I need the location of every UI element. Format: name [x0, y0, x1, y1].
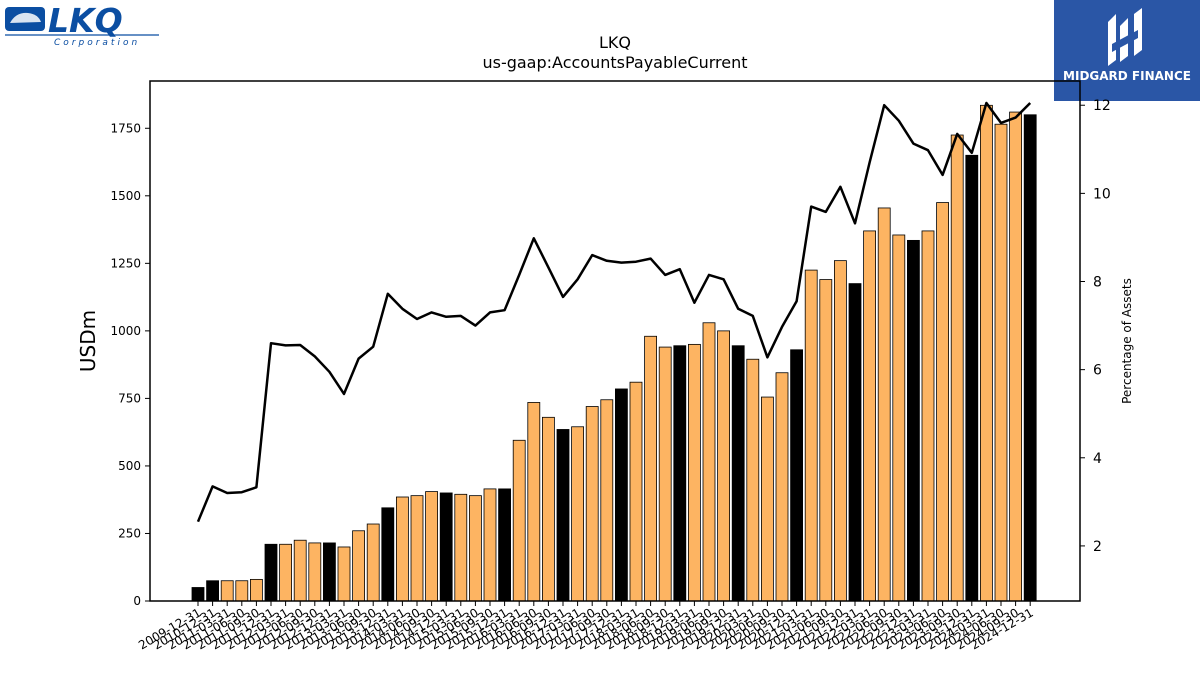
- bar: [819, 279, 833, 602]
- bar: [746, 358, 760, 602]
- bar: [980, 104, 993, 602]
- bar: [293, 539, 307, 602]
- bar: [279, 543, 293, 602]
- y2-tick-label: 6: [1093, 363, 1102, 379]
- bar: [249, 578, 263, 602]
- bar: [439, 492, 453, 602]
- y-tick-label: 0: [133, 594, 141, 608]
- bar: [775, 372, 789, 602]
- y-tick-label: 1500: [110, 189, 141, 203]
- bar: [483, 488, 497, 602]
- lkq-logo-name: LKQ: [48, 4, 123, 40]
- bar: [863, 230, 876, 602]
- bar: [790, 349, 803, 602]
- y-tick-label: 1750: [110, 121, 141, 135]
- lkq-logo-subtitle: Corporation: [54, 38, 140, 48]
- y2-tick-label: 10: [1093, 186, 1111, 202]
- bar: [688, 343, 701, 602]
- y2-tick-label: 4: [1093, 451, 1102, 467]
- bar: [834, 260, 847, 602]
- bar: [658, 346, 672, 602]
- bar: [498, 488, 512, 602]
- bar: [337, 546, 351, 602]
- bar: [600, 399, 614, 602]
- bar: [454, 493, 468, 602]
- bar: [936, 202, 949, 602]
- y-axis-label: USDm: [76, 310, 100, 372]
- y2-tick-label: 12: [1093, 98, 1111, 114]
- y2-tick-label: 2: [1093, 539, 1102, 555]
- y-tick-label: 1250: [110, 256, 141, 270]
- bar: [556, 429, 570, 602]
- y-tick-label: 500: [118, 459, 141, 473]
- midgard-emblem-icon: [1108, 8, 1142, 66]
- y-tick-label: 1000: [110, 324, 141, 338]
- bar: [1023, 114, 1037, 602]
- percentage-line: [196, 101, 1032, 523]
- bar: [761, 396, 774, 602]
- bar: [702, 322, 716, 602]
- bar: [644, 335, 657, 602]
- bar-group: [191, 104, 1037, 602]
- bar: [512, 439, 526, 602]
- chart-title: LKQ: [599, 33, 631, 52]
- bar: [308, 542, 322, 602]
- bar: [717, 330, 730, 602]
- bar: [731, 345, 745, 602]
- plot-frame: [149, 80, 1081, 602]
- midgard-finance-logo: MIDGARD FINANCE: [1054, 0, 1200, 101]
- bar: [425, 491, 439, 602]
- bar: [673, 345, 687, 602]
- bar: [921, 230, 935, 602]
- bar: [468, 495, 482, 602]
- bar: [950, 134, 964, 602]
- bar: [322, 542, 336, 602]
- bar: [804, 269, 818, 602]
- bar: [542, 416, 555, 602]
- bar: [381, 507, 395, 602]
- bar: [629, 381, 643, 602]
- bar: [1009, 111, 1022, 602]
- bar: [235, 580, 249, 602]
- bar: [965, 154, 979, 602]
- bar: [585, 406, 599, 602]
- bar: [848, 283, 862, 602]
- midgard-logo-label: MIDGARD FINANCE: [1063, 69, 1191, 83]
- bar: [395, 496, 409, 602]
- bar: [220, 580, 234, 602]
- bar: [527, 402, 541, 602]
- bar: [191, 587, 205, 602]
- bar: [877, 207, 891, 602]
- chart-subtitle: us-gaap:AccountsPayableCurrent: [482, 53, 747, 72]
- bar: [264, 543, 278, 602]
- bar: [352, 530, 366, 602]
- bar: [571, 426, 584, 602]
- bar: [907, 239, 920, 602]
- y-tick-label: 750: [118, 391, 141, 405]
- y2-tick-label: 8: [1093, 275, 1102, 291]
- bar: [994, 123, 1008, 602]
- bar: [615, 388, 628, 602]
- bar: [366, 523, 380, 602]
- bar: [410, 495, 424, 602]
- lkq-logo: LKQ Corporation: [5, 4, 159, 48]
- y2-axis-label: Percentage of Assets: [1120, 278, 1134, 404]
- lkq-logo-car-icon: [10, 12, 41, 23]
- percentage-line-group: [196, 101, 1032, 523]
- bar: [892, 234, 906, 602]
- bar: [206, 580, 220, 602]
- y-tick-label: 250: [118, 526, 141, 540]
